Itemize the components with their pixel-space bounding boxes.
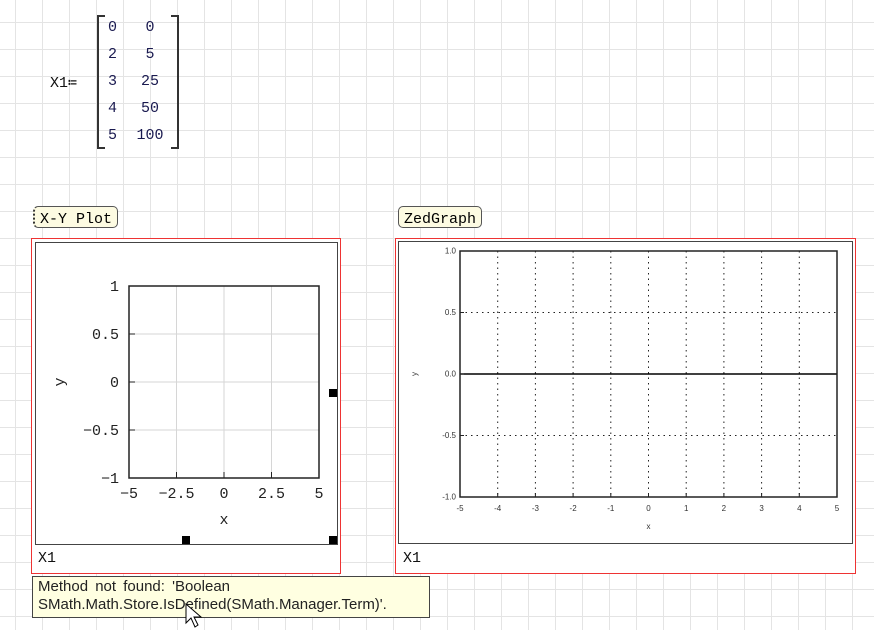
x-axis-label: x	[647, 522, 651, 531]
matrix-cell: 25	[140, 73, 159, 90]
x-tick-label: -3	[532, 504, 540, 513]
x-tick-label: −2.5	[158, 486, 194, 503]
matrix-cell: 0	[108, 19, 118, 36]
matrix-cell: 50	[140, 100, 159, 117]
y-tick-label: −1	[101, 471, 119, 488]
matrix-cell: 5	[145, 46, 155, 63]
y-tick-label: 0.5	[445, 308, 457, 317]
zedgraph-region[interactable]: -5 -4 -3 -2 -1 0 1 2 3 4 5 1.0 0.5 0.0 -0.5 -1.0 x y X1	[395, 238, 856, 574]
x-tick-label: 4	[797, 504, 802, 513]
resize-handle-corner[interactable]	[329, 536, 337, 544]
x-tick-label: -5	[456, 504, 464, 513]
matrix-cell: 3	[108, 73, 118, 90]
x-axis-label: x	[219, 512, 228, 529]
x-tick-label: -1	[607, 504, 615, 513]
matrix-definition-label[interactable]: X1≔	[50, 73, 77, 92]
plot-label-zedgraph[interactable]: ZedGraph	[398, 206, 483, 228]
plot-area-border	[459, 250, 838, 498]
y-tick-label: -0.5	[442, 431, 456, 440]
y-tick-label: −0.5	[83, 423, 119, 440]
matrix-cell: 4	[108, 100, 118, 117]
y-tick-label: 0	[110, 375, 119, 392]
xy-plot-region[interactable]: −5 −2.5 0 2.5 5 1 0.5 0 −0.5 −1 x y X1	[31, 238, 341, 574]
x-tick-label: 5	[835, 504, 840, 513]
tooltip-line: Method not found: 'Boolean	[38, 578, 231, 595]
x-tick-label: -2	[570, 504, 578, 513]
y-axis-label: y	[52, 377, 69, 386]
matrix-cell: 0	[145, 19, 155, 36]
x-tick-label: 0	[646, 504, 651, 513]
assign-operator: ≔	[68, 75, 78, 92]
zedgraph-chart: -5 -4 -3 -2 -1 0 1 2 3 4 5 1.0 0.5 0.0 -0.5 -1.0 x y	[410, 247, 840, 531]
error-tooltip: Method not found: 'Boolean SMath.Math.St…	[32, 576, 430, 618]
matrix-cell: 100	[136, 127, 164, 144]
tooltip-line: SMath.Math.Store.IsDefined(SMath.Manager…	[38, 596, 387, 613]
y-tick-label: 1.0	[445, 247, 457, 256]
plot-data-expression[interactable]: X1	[38, 550, 57, 567]
resize-handle-bottom[interactable]	[182, 536, 190, 544]
matrix-x1[interactable]: 0 0 2 5 3 25 4 50 5 100	[97, 15, 179, 149]
resize-handle-right[interactable]	[329, 389, 337, 397]
x-tick-label: 2	[722, 504, 727, 513]
x-tick-label: 2.5	[258, 486, 285, 503]
y-tick-label: 1	[110, 279, 119, 296]
y-tick-label: 0.5	[92, 327, 119, 344]
matrix-cell: 5	[108, 127, 118, 144]
x-tick-label: 0	[219, 486, 228, 503]
y-tick-label: 0.0	[445, 370, 457, 379]
x-tick-label: 5	[314, 486, 323, 503]
y-axis-label: y	[410, 372, 419, 376]
matrix-cell: 2	[108, 46, 118, 63]
mouse-cursor-icon	[185, 603, 203, 628]
x-tick-label: 1	[684, 504, 689, 513]
x-tick-label: −5	[120, 486, 138, 503]
x-tick-label: -4	[494, 504, 502, 513]
plot-data-expression[interactable]: X1	[403, 550, 422, 567]
xy-plot-chart: −5 −2.5 0 2.5 5 1 0.5 0 −0.5 −1 x y	[52, 279, 324, 529]
plot-label-xy[interactable]: X-Y Plot	[33, 206, 119, 228]
plot-area-border	[128, 285, 320, 479]
y-tick-label: -1.0	[442, 493, 456, 502]
variable-name: X1	[50, 75, 69, 92]
x-tick-label: 3	[759, 504, 764, 513]
